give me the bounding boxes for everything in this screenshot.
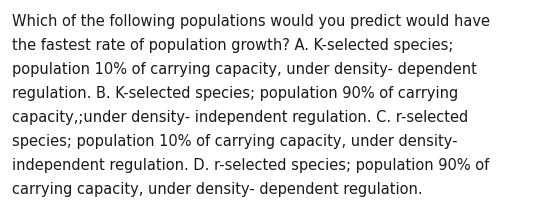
Text: the fastest rate of population growth? A. K-selected species;: the fastest rate of population growth? A… bbox=[12, 38, 453, 53]
Text: Which of the following populations would you predict would have: Which of the following populations would… bbox=[12, 14, 490, 29]
Text: carrying capacity, under density- dependent regulation.: carrying capacity, under density- depend… bbox=[12, 182, 422, 197]
Text: independent regulation. D. r-selected species; population 90% of: independent regulation. D. r-selected sp… bbox=[12, 158, 489, 173]
Text: regulation. B. K-selected species; population 90% of carrying: regulation. B. K-selected species; popul… bbox=[12, 86, 458, 101]
Text: population 10% of carrying capacity, under density- dependent: population 10% of carrying capacity, und… bbox=[12, 62, 477, 77]
Text: capacity,;under density- independent regulation. C. r-selected: capacity,;under density- independent reg… bbox=[12, 110, 468, 125]
Text: species; population 10% of carrying capacity, under density-: species; population 10% of carrying capa… bbox=[12, 134, 458, 149]
